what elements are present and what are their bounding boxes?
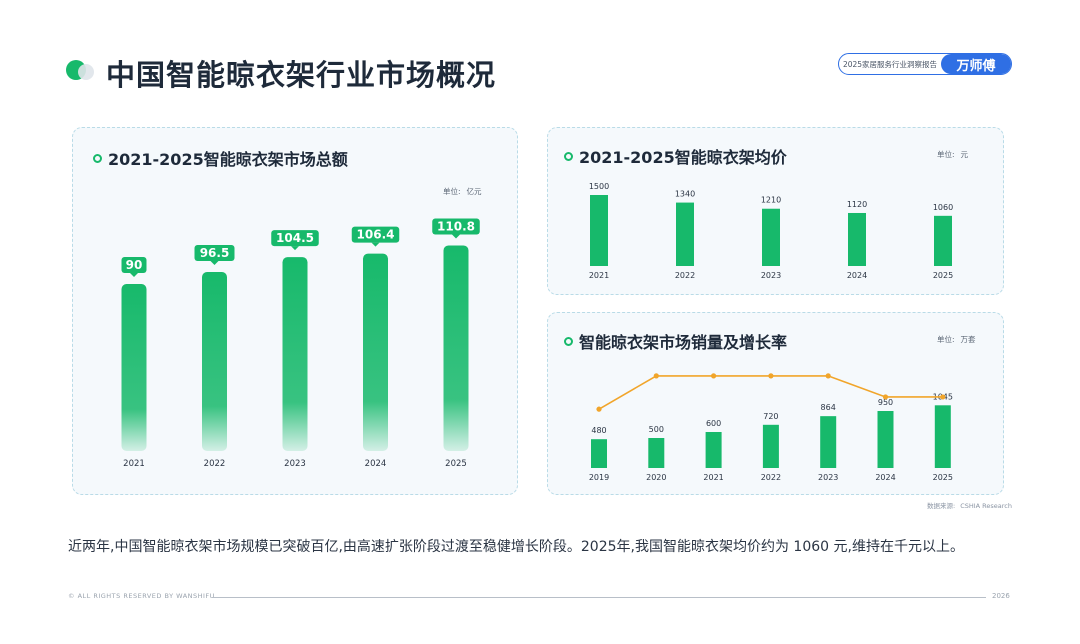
market-total-chart: 90 2021 96.5 2022 104.5 2023 106.4 2024 110.8 202… xyxy=(121,218,480,469)
data-label: 1210 xyxy=(761,196,781,205)
bar-2022 xyxy=(676,202,694,266)
growth-point-2022 xyxy=(768,373,774,379)
data-label-bg xyxy=(351,226,400,243)
summary-text: 近两年,中国智能晾衣架市场规模已突破百亿,由高速扩张阶段过渡至稳健增长阶段。20… xyxy=(68,539,964,555)
bar-2024 xyxy=(363,253,388,451)
bar-2020 xyxy=(648,438,665,468)
avg-price-card: 2021-2025智能晾衣架均价 单位: 元 1500 2021 1340 2022 12… xyxy=(547,127,1004,295)
x-tick-label: 2023 xyxy=(818,473,838,482)
avg-price-chart: 1500 2021 1340 2022 1210 2023 1120 2024 1060 2025 xyxy=(589,182,953,280)
chart-title: 智能晾衣架市场销量及增长率 xyxy=(579,333,788,352)
data-label: 106.4 xyxy=(357,228,395,242)
growth-point-2023 xyxy=(825,373,831,379)
x-tick-label: 2019 xyxy=(589,473,609,482)
data-label: 110.8 xyxy=(437,219,475,233)
brand-logo: 万师傅 xyxy=(941,54,1011,74)
data-label: 104.5 xyxy=(276,231,314,245)
brand-badge: 2025家居服务行业洞察报告 万师傅 xyxy=(838,53,1012,75)
bar-2023 xyxy=(762,208,780,266)
data-label: 720 xyxy=(763,412,778,421)
data-label-pointer xyxy=(452,234,460,239)
data-source: 数据来源: CSHIA Research xyxy=(927,502,1012,510)
footer-divider xyxy=(212,597,986,598)
data-label: 950 xyxy=(878,398,893,407)
copyright-text: © ALL RIGHTS RESERVED BY WANSHIFU xyxy=(68,592,215,600)
x-tick-label: 2023 xyxy=(284,459,306,469)
x-tick-label: 2022 xyxy=(204,459,226,469)
bar-2022 xyxy=(202,271,227,451)
unit-label: 单位: 万套 xyxy=(937,335,976,344)
bar-2021 xyxy=(121,284,147,451)
bar-2025 xyxy=(934,405,951,468)
ring-bullet-icon xyxy=(564,336,573,346)
data-label: 1340 xyxy=(675,190,695,199)
sales-volume-chart: 480 2019 500 2020 600 2021 720 2022 864 2023 950 20… xyxy=(589,373,953,482)
data-label-bg xyxy=(271,230,319,247)
growth-point-2024 xyxy=(882,394,889,400)
bar-2024 xyxy=(848,212,866,266)
data-label: 96.5 xyxy=(200,246,230,260)
data-label-pointer xyxy=(371,242,380,247)
data-label-bg xyxy=(432,218,480,235)
bar-2023 xyxy=(282,257,308,451)
bar-2021 xyxy=(705,432,722,468)
data-label-bg xyxy=(121,257,147,274)
x-tick-label: 2024 xyxy=(875,473,895,482)
bar-2019 xyxy=(591,439,607,468)
x-tick-label: 2024 xyxy=(847,271,867,280)
ring-bullet-icon xyxy=(93,153,102,163)
data-label: 1500 xyxy=(589,182,609,191)
unit-label: 单位: 亿元 xyxy=(443,187,482,196)
x-tick-label: 2022 xyxy=(761,473,781,482)
data-label: 480 xyxy=(591,426,606,435)
unit-label: 单位: 元 xyxy=(937,150,969,159)
data-label: 1060 xyxy=(933,203,953,212)
data-label: 500 xyxy=(649,425,664,434)
x-tick-label: 2022 xyxy=(675,271,695,280)
x-tick-label: 2024 xyxy=(365,459,387,469)
x-tick-label: 2025 xyxy=(933,473,953,482)
data-label: 600 xyxy=(706,419,721,428)
x-tick-label: 2021 xyxy=(589,271,609,280)
data-label: 1120 xyxy=(847,200,867,209)
growth-point-2021 xyxy=(711,373,717,379)
data-label-pointer xyxy=(130,273,138,278)
bar-2022 xyxy=(762,424,779,468)
x-tick-label: 2025 xyxy=(933,271,953,280)
growth-point-2019 xyxy=(596,406,602,412)
page-title: 中国智能晾衣架行业市场概况 xyxy=(106,58,497,92)
x-tick-label: 2020 xyxy=(646,473,666,482)
sales-volume-title: 智能晾衣架市场销量及增长率 xyxy=(564,329,787,353)
footer-year: 2026 xyxy=(992,592,1010,600)
sales-volume-card: 智能晾衣架市场销量及增长率 单位: 万套 480 2019 500 2020 600 202… xyxy=(547,312,1004,495)
data-label-pointer xyxy=(210,260,219,265)
bar-2025 xyxy=(934,215,952,266)
title-decoration-icon xyxy=(66,60,102,80)
bar-2025 xyxy=(443,245,469,451)
bar-2021 xyxy=(590,195,608,266)
chart-title: 2021-2025智能晾衣架均价 xyxy=(579,148,787,167)
market-total-title: 2021-2025智能晾衣架市场总额 xyxy=(93,146,348,170)
data-label: 90 xyxy=(126,258,143,272)
growth-point-2020 xyxy=(653,373,659,379)
report-tag: 2025家居服务行业洞察报告 xyxy=(842,59,938,69)
x-tick-label: 2025 xyxy=(445,459,467,469)
avg-price-title: 2021-2025智能晾衣架均价 xyxy=(564,144,787,168)
data-label: 864 xyxy=(821,403,836,412)
x-tick-label: 2021 xyxy=(703,473,723,482)
bar-2024 xyxy=(877,411,894,468)
data-label-bg xyxy=(194,244,235,261)
x-tick-label: 2023 xyxy=(761,271,781,280)
data-label-pointer xyxy=(291,246,299,251)
chart-title: 2021-2025智能晾衣架市场总额 xyxy=(108,150,348,169)
x-tick-label: 2021 xyxy=(123,459,145,469)
bar-2023 xyxy=(820,416,837,468)
growth-point-2025 xyxy=(940,394,946,400)
ring-bullet-icon xyxy=(564,151,573,161)
market-total-card: 2021-2025智能晾衣架市场总额 单位: 亿元 90 2021 96.5 2022 1… xyxy=(72,127,518,495)
